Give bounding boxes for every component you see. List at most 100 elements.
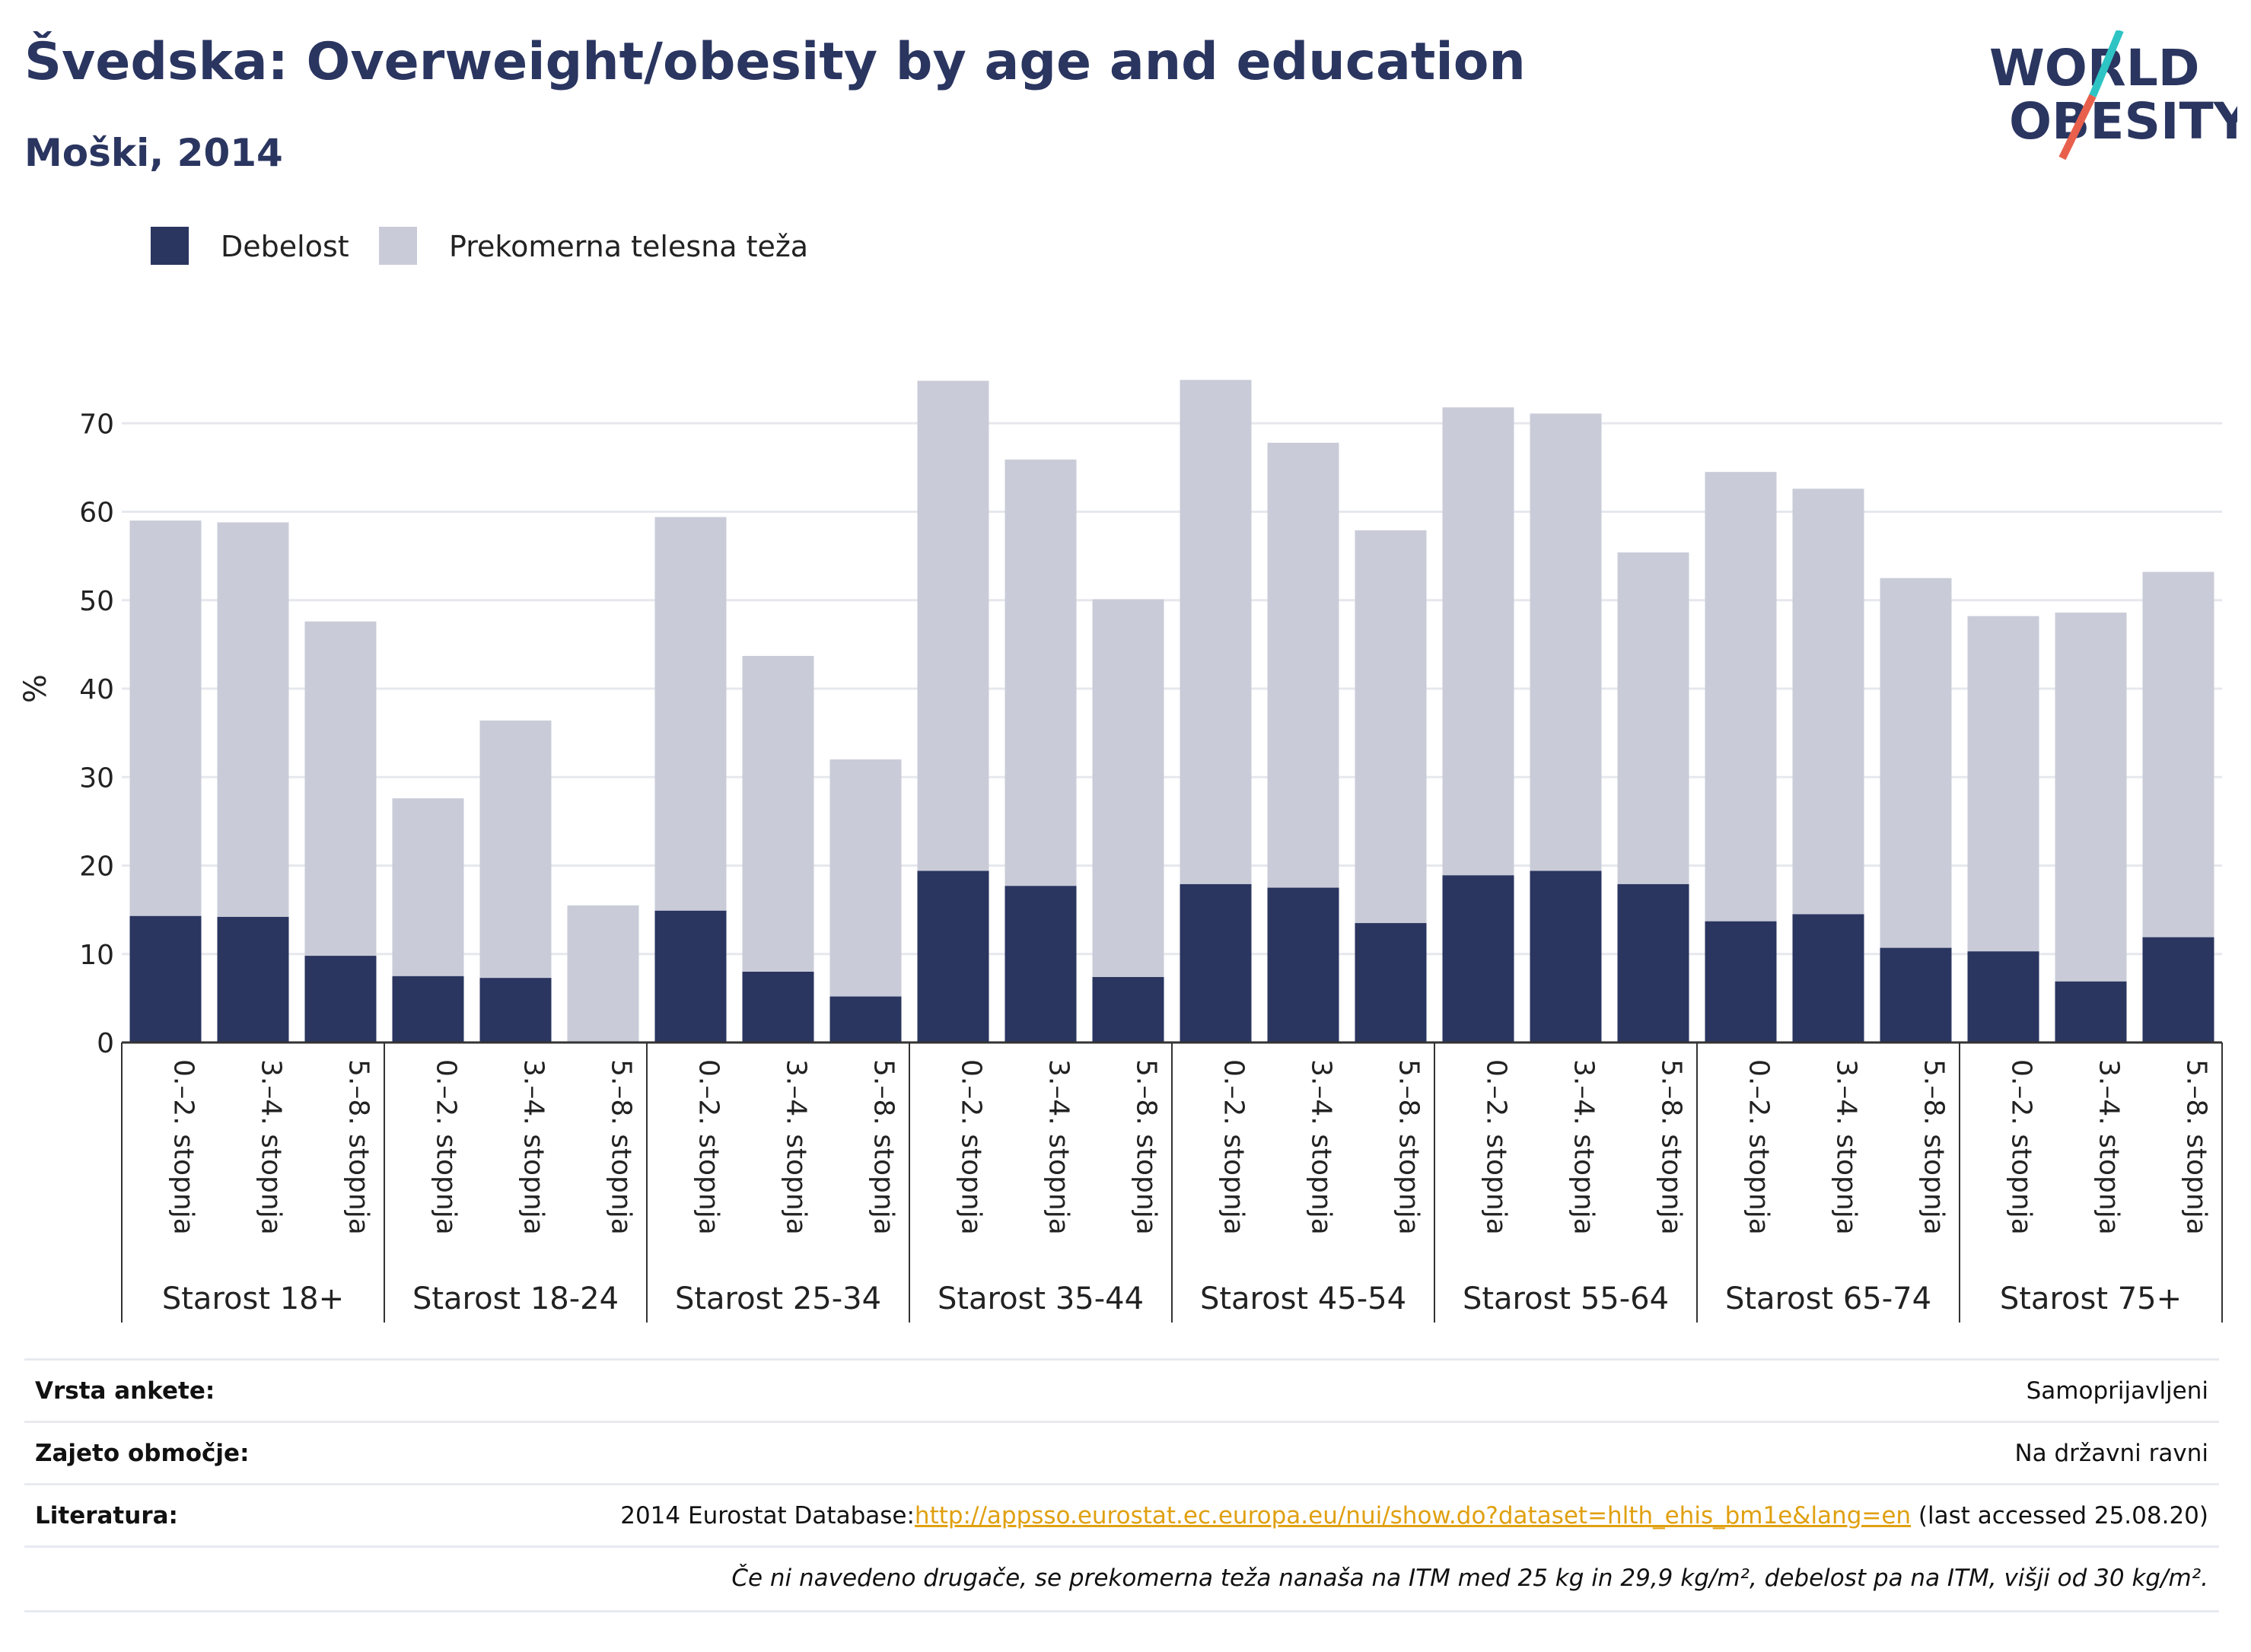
x-category-label: 5.–8. stopnja bbox=[868, 1059, 899, 1235]
x-category-label: 3.–4. stopnja bbox=[1831, 1059, 1862, 1235]
x-category-label: 3.–4. stopnja bbox=[2093, 1059, 2125, 1235]
bar-overweight bbox=[479, 720, 552, 979]
survey-value: Samoprijavljeni bbox=[2026, 1377, 2208, 1405]
bar-obesity bbox=[1617, 883, 1689, 1042]
reference-suffix: (last accessed 25.08.20) bbox=[1911, 1502, 2208, 1529]
bar-overweight bbox=[1267, 442, 1339, 888]
world-obesity-logo: WORLD OBESITY bbox=[1989, 30, 2237, 160]
bar-obesity bbox=[829, 996, 902, 1042]
x-category-label: 0.–2. stopnja bbox=[2006, 1059, 2037, 1235]
legend-swatch-overweight bbox=[379, 227, 417, 265]
y-tick-label: 60 bbox=[79, 498, 114, 529]
bar-overweight bbox=[1180, 380, 1252, 884]
y-tick-label: 30 bbox=[79, 762, 114, 794]
bar-overweight bbox=[129, 520, 202, 916]
x-category-label: 3.–4. stopnja bbox=[1306, 1059, 1337, 1235]
x-category-label: 0.–2. stopnja bbox=[956, 1059, 987, 1235]
bar-obesity bbox=[304, 956, 377, 1042]
bar-overweight bbox=[1442, 407, 1514, 876]
x-category-label: 3.–4. stopnja bbox=[1568, 1059, 1600, 1235]
bar-obesity bbox=[1530, 871, 1602, 1042]
bar-overweight bbox=[1092, 599, 1164, 977]
coverage-value: Na državni ravni bbox=[2014, 1440, 2208, 1467]
bar-overweight bbox=[1967, 616, 2039, 952]
stacked-bar-chart: 0 10 20 30 40 50 60 70% 0.–2. stopnja 3.–4. stopn… bbox=[18, 380, 2223, 1323]
bar-overweight bbox=[2055, 613, 2127, 982]
reference-link[interactable]: http://appsso.eurostat.ec.europa.eu/nui/… bbox=[914, 1502, 1912, 1529]
bar-obesity bbox=[1092, 976, 1164, 1042]
y-tick-label: 70 bbox=[79, 409, 114, 440]
bar-overweight bbox=[217, 522, 289, 917]
x-category-label: 0.–2. stopnja bbox=[693, 1059, 724, 1235]
x-category-label: 5.–8. stopnja bbox=[2181, 1059, 2212, 1235]
bar-overweight bbox=[654, 517, 727, 911]
bar-overweight bbox=[1005, 459, 1077, 886]
x-category-label: 0.–2. stopnja bbox=[1218, 1059, 1250, 1235]
reference-label: Literatura: bbox=[35, 1502, 178, 1529]
x-category-label: 3.–4. stopnja bbox=[1043, 1059, 1075, 1235]
bar-overweight bbox=[1792, 489, 1864, 915]
y-tick-label: 50 bbox=[79, 586, 114, 617]
x-group-label: Starost 65-74 bbox=[1725, 1281, 1931, 1316]
logo-accent-red bbox=[2058, 94, 2097, 160]
logo-word-obesity: OBESITY bbox=[2009, 92, 2237, 151]
bar-overweight bbox=[1617, 552, 1689, 884]
legend-label-obesity: Debelost bbox=[221, 230, 349, 263]
bar-obesity bbox=[1267, 887, 1339, 1042]
x-category-label: 3.–4. stopnja bbox=[518, 1059, 549, 1235]
bar-obesity bbox=[1005, 886, 1077, 1042]
x-group-label: Starost 55-64 bbox=[1463, 1281, 1669, 1316]
info-row-note: Če ni navedeno drugače, se prekomerna te… bbox=[24, 1545, 2219, 1612]
bar-obesity bbox=[1355, 923, 1427, 1042]
bar-overweight bbox=[392, 798, 464, 976]
bar-overweight bbox=[829, 759, 902, 997]
x-group-label: Starost 75+ bbox=[2000, 1281, 2182, 1316]
survey-label: Vrsta ankete: bbox=[35, 1377, 215, 1405]
x-category-label: 0.–2. stopnja bbox=[431, 1059, 462, 1235]
x-category-label: 5.–8. stopnja bbox=[343, 1059, 374, 1235]
bar-overweight bbox=[567, 905, 639, 1042]
bar-obesity bbox=[1792, 914, 1864, 1042]
bar-overweight bbox=[742, 655, 814, 972]
bar-obesity bbox=[1967, 951, 2039, 1042]
bar-overweight bbox=[917, 380, 989, 871]
bar-overweight bbox=[304, 621, 377, 957]
x-category-label: 5.–8. stopnja bbox=[1393, 1059, 1425, 1235]
reference-prefix: 2014 Eurostat Database: bbox=[620, 1502, 915, 1529]
bar-overweight bbox=[1705, 472, 1777, 921]
x-group-label: Starost 25-34 bbox=[675, 1281, 881, 1316]
bar-overweight bbox=[2142, 571, 2214, 937]
x-category-label: 5.–8. stopnja bbox=[1656, 1059, 1687, 1235]
y-tick-label: 10 bbox=[79, 940, 114, 971]
x-category-label: 5.–8. stopnja bbox=[606, 1059, 637, 1235]
bar-obesity bbox=[917, 871, 989, 1042]
legend-swatch-obesity bbox=[151, 227, 189, 265]
bar-obesity bbox=[1880, 947, 1952, 1042]
bar-obesity bbox=[129, 915, 202, 1042]
bar-overweight bbox=[1530, 413, 1602, 871]
bar-obesity bbox=[2055, 981, 2127, 1042]
legend-label-overweight: Prekomerna telesna teža bbox=[449, 230, 809, 263]
coverage-label: Zajeto območje: bbox=[35, 1440, 250, 1467]
y-axis-label: % bbox=[18, 674, 53, 703]
bar-obesity bbox=[1180, 883, 1252, 1042]
bar-obesity bbox=[1705, 921, 1777, 1042]
y-tick-label: 40 bbox=[79, 674, 114, 705]
definition-note: Če ni navedeno drugače, se prekomerna te… bbox=[731, 1564, 2208, 1592]
y-tick-label: 0 bbox=[97, 1028, 114, 1059]
bar-obesity bbox=[479, 978, 552, 1042]
x-category-label: 3.–4. stopnja bbox=[781, 1059, 812, 1235]
bar-overweight bbox=[1355, 530, 1427, 924]
x-category-label: 5.–8. stopnja bbox=[1131, 1059, 1162, 1235]
x-group-label: Starost 18-24 bbox=[412, 1281, 619, 1316]
chart-subtitle: Moški, 2014 bbox=[24, 131, 283, 175]
bar-obesity bbox=[2142, 937, 2214, 1042]
bar-obesity bbox=[392, 976, 464, 1042]
x-group-label: Starost 45-54 bbox=[1200, 1281, 1406, 1316]
x-group-label: Starost 35-44 bbox=[938, 1281, 1144, 1316]
bar-obesity bbox=[217, 916, 289, 1042]
chart-title: Švedska: Overweight/obesity by age and e… bbox=[24, 32, 1526, 92]
x-category-label: 0.–2. stopnja bbox=[168, 1059, 199, 1235]
bar-obesity bbox=[742, 972, 814, 1042]
bar-obesity bbox=[1442, 875, 1514, 1042]
